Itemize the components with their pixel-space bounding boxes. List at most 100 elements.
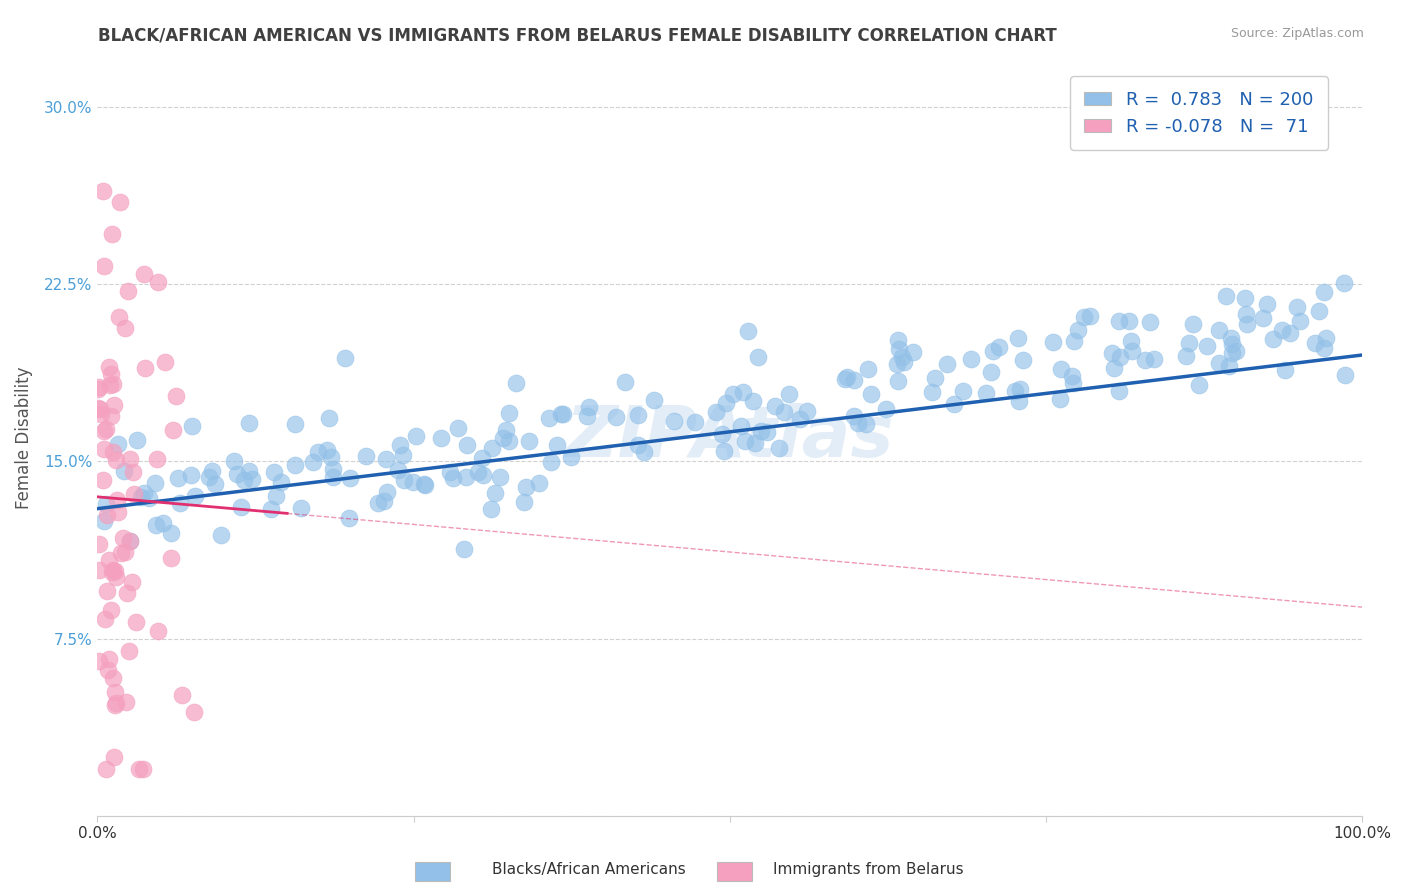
Point [887, 374, 910, 388]
Text: Source: ZipAtlas.com: Source: ZipAtlas.com [1230, 27, 1364, 40]
Point [146, 451, 169, 466]
Point [683, 415, 706, 429]
Point [1271, 323, 1294, 337]
Point [734, 434, 756, 448]
Point [143, 476, 166, 491]
Point [112, 464, 135, 478]
Point [87, 383, 110, 397]
Point [111, 531, 134, 545]
Point [114, 320, 136, 334]
Point [1101, 346, 1123, 360]
Point [858, 361, 880, 376]
Point [108, 310, 131, 325]
Point [335, 351, 357, 365]
Point [730, 419, 752, 434]
Point [742, 394, 765, 409]
Point [713, 443, 735, 458]
Point [98, 652, 121, 666]
Point [413, 478, 436, 492]
Point [405, 428, 427, 442]
Point [614, 376, 637, 390]
Point [643, 392, 665, 407]
Point [104, 564, 127, 578]
Point [89, 380, 111, 394]
Point [152, 516, 174, 531]
Point [454, 470, 477, 484]
Point [721, 387, 744, 401]
Point [302, 455, 325, 469]
Point [101, 671, 124, 685]
Point [1012, 353, 1035, 368]
Point [1042, 334, 1064, 349]
Point [1195, 339, 1218, 353]
Point [316, 442, 339, 457]
Point [89, 537, 111, 551]
Point [209, 527, 232, 541]
Point [375, 485, 398, 500]
Point [1219, 330, 1241, 344]
Point [1208, 356, 1230, 370]
Point [89, 654, 111, 668]
Point [887, 333, 910, 347]
Point [138, 491, 160, 505]
Point [412, 476, 434, 491]
Point [575, 409, 598, 424]
Point [664, 414, 686, 428]
Point [960, 351, 983, 366]
Point [96, 497, 118, 511]
Point [492, 431, 515, 445]
Y-axis label: Female Disability: Female Disability [15, 367, 32, 509]
Point [134, 361, 156, 376]
Point [392, 449, 415, 463]
Point [1119, 334, 1142, 348]
Point [354, 449, 377, 463]
Point [1261, 332, 1284, 346]
Point [153, 355, 176, 369]
Point [1049, 392, 1071, 406]
Point [484, 486, 506, 500]
Point [132, 268, 155, 282]
Point [322, 462, 344, 476]
Point [1225, 343, 1247, 358]
Point [1004, 384, 1026, 399]
Point [546, 438, 568, 452]
Point [115, 695, 138, 709]
Point [875, 402, 897, 417]
Point [893, 355, 915, 369]
Point [860, 387, 883, 401]
Point [172, 688, 194, 702]
Point [1135, 353, 1157, 368]
Point [429, 431, 451, 445]
Point [749, 424, 772, 438]
Point [94, 422, 117, 436]
Point [943, 396, 966, 410]
Point [93, 515, 115, 529]
Point [91, 184, 114, 198]
Point [789, 412, 811, 426]
Point [118, 451, 141, 466]
Point [387, 463, 409, 477]
Point [456, 438, 478, 452]
Point [763, 399, 786, 413]
Point [716, 396, 738, 410]
Point [1256, 296, 1278, 310]
Point [98, 553, 121, 567]
Text: ZIPAtlas: ZIPAtlas [565, 403, 894, 472]
Point [1334, 368, 1357, 383]
Text: BLACK/AFRICAN AMERICAN VS IMMIGRANTS FROM BELARUS FEMALE DISABILITY CORRELATION : BLACK/AFRICAN AMERICAN VS IMMIGRANTS FRO… [98, 27, 1057, 45]
Point [747, 350, 769, 364]
Point [240, 472, 263, 486]
Point [1251, 310, 1274, 325]
Point [515, 480, 537, 494]
Point [706, 405, 728, 419]
Point [498, 406, 520, 420]
Point [98, 359, 121, 374]
Point [100, 367, 122, 381]
Point [1215, 289, 1237, 303]
Point [128, 762, 150, 776]
Point [1066, 323, 1088, 337]
Point [936, 358, 959, 372]
Point [627, 409, 650, 423]
Point [233, 473, 256, 487]
Point [844, 409, 866, 423]
